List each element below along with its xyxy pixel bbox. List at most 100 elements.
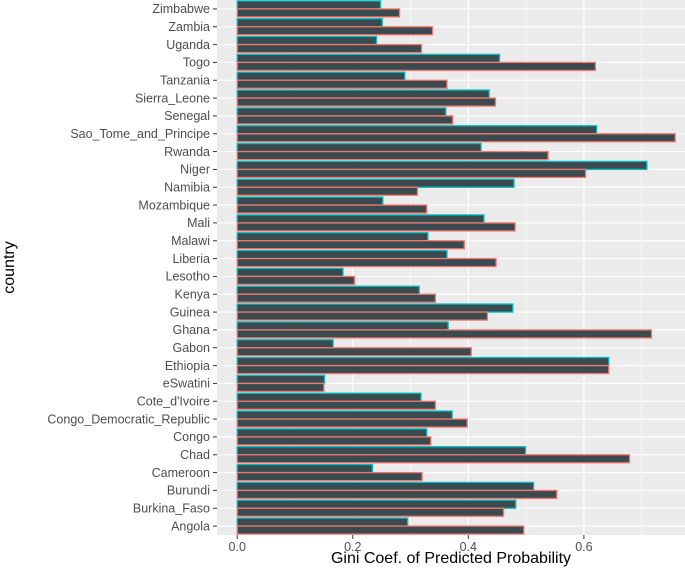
bar-series-teal-Ethiopia [236,356,610,367]
bars [236,0,676,535]
bar-series-red-Niger [236,168,587,179]
y-tick-label: Liberia [172,252,210,266]
y-tick-label: Chad [180,448,210,462]
bar-series-red-Uganda [236,43,423,54]
bar-series-red-Angola [236,525,525,535]
y-tick-label: Gabon [172,341,210,355]
y-tick-label: Ethiopia [165,359,210,373]
y-tick-labels: Zimbabwe Zambia Uganda Togo Tanzania Sierra_L… [47,2,217,533]
bar-series-teal-Senegal [236,107,447,117]
bar-series-red-Kenya [236,293,437,303]
y-tick-label: Burkina_Faso [133,502,210,516]
y-tick-label: Zambia [168,20,210,34]
bar-series-red-Sierra_Leone [236,97,497,107]
bar-series-red-eSwatini [236,382,325,393]
y-tick-label: Kenya [175,288,210,302]
bar-series-teal-Sao_Tome_and_Principe [236,125,598,135]
bar-series-red-Senegal [236,115,454,125]
bar-series-teal-Niger [236,160,648,171]
bar-series-red-Burkina_Faso [236,507,505,517]
y-tick-label: Sao_Tome_and_Principe [70,127,210,141]
bar-series-red-Zimbabwe [236,8,401,18]
x-tick-label: 0.4 [460,540,477,554]
x-tick-label: 0.0 [229,540,246,554]
bar-series-red-Mali [236,222,516,232]
bar-series-red-Sao_Tome_and_Principe [236,133,676,143]
x-tick-labels: 0.0 0.2 0.4 0.6 [229,535,593,554]
bar-series-teal-Rwanda [236,142,482,153]
bar-series-red-Zambia [236,26,434,36]
y-tick-label: Zimbabwe [152,2,210,16]
bar-series-teal-Gabon [236,339,334,349]
bar-series-teal-Congo_Democratic_Republic [236,410,453,420]
bar-series-teal-eSwatini [236,374,326,385]
bar-series-teal-Kenya [236,285,420,295]
y-tick-label: Mozambique [138,198,210,212]
bar-series-teal-Cote_d'Ivoire [236,392,422,402]
bar-series-teal-Sierra_Leone [236,89,490,99]
bar-series-teal-Guinea [236,303,514,313]
y-tick-label: Togo [183,56,210,70]
bar-series-teal-Tanzania [236,71,406,81]
bar-series-red-Togo [236,61,597,72]
y-tick-label: Cameroon [152,466,210,480]
bar-series-teal-Namibia [236,178,515,188]
y-tick-label: eSwatini [163,377,210,391]
x-tick-label: 0.2 [344,540,361,554]
x-axis-title: Gini Coef. of Predicted Probability [331,550,571,567]
y-tick-label: Burundi [167,484,210,498]
y-tick-label: Niger [180,163,210,177]
x-tick-label: 0.6 [575,540,592,554]
bar-series-teal-Malawi [236,232,429,242]
y-tick-label: Angola [171,519,210,533]
bar-series-red-Ghana [236,329,653,339]
y-tick-label: Senegal [164,109,210,123]
y-tick-label: Malawi [171,234,210,248]
bar-series-red-Ethiopia [236,364,610,375]
y-tick-label: Tanzania [160,74,210,88]
minor-gridlines [294,0,642,535]
bar-series-red-Cote_d'Ivoire [236,400,437,410]
bar-series-teal-Liberia [236,249,448,260]
y-tick-label: Guinea [170,305,210,319]
y-tick-label: Congo_Democratic_Republic [47,412,210,426]
bar-series-red-Chad [236,454,631,464]
bar-series-red-Namibia [236,186,419,196]
y-axis-title: country [1,241,18,293]
bar-series-teal-Chad [236,446,527,456]
bar-series-red-Guinea [236,311,489,321]
bar-series-teal-Togo [236,53,501,64]
y-tick-label: Namibia [164,181,210,195]
bar-series-teal-Zimbabwe [236,0,382,10]
y-tick-label: Sierra_Leone [135,91,210,105]
bar-series-red-Tanzania [236,79,448,89]
y-tick-label: Mali [187,216,210,230]
bar-series-red-Cameroon [236,471,423,482]
bar-series-red-Rwanda [236,150,549,161]
bar-series-red-Lesotho [236,275,356,286]
bar-series-red-Liberia [236,257,497,268]
bar-series-red-Mozambique [236,204,428,214]
bar-series-red-Gabon [236,347,472,357]
bar-series-teal-Burkina_Faso [236,499,517,509]
y-tick-label: Lesotho [166,270,211,284]
bar-series-teal-Mali [236,214,485,224]
bar-series-red-Congo [236,436,432,446]
bar-series-teal-Mozambique [236,196,384,206]
y-tick-label: Congo [173,430,210,444]
bar-series-teal-Ghana [236,321,449,331]
bar-series-teal-Zambia [236,18,383,28]
bar-series-red-Burundi [236,489,558,500]
y-tick-label: Uganda [166,38,210,52]
bar-series-teal-Lesotho [236,267,344,278]
bar-series-red-Malawi [236,240,465,250]
bar-series-teal-Cameroon [236,463,374,474]
bar-series-red-Congo_Democratic_Republic [236,418,468,428]
bar-series-teal-Angola [236,517,409,527]
bar-series-teal-Uganda [236,35,378,46]
bar-series-teal-Congo [236,428,428,438]
y-tick-label: Rwanda [164,145,210,159]
y-tick-label: Cote_d'Ivoire [137,395,210,409]
bar-series-teal-Burundi [236,481,535,492]
